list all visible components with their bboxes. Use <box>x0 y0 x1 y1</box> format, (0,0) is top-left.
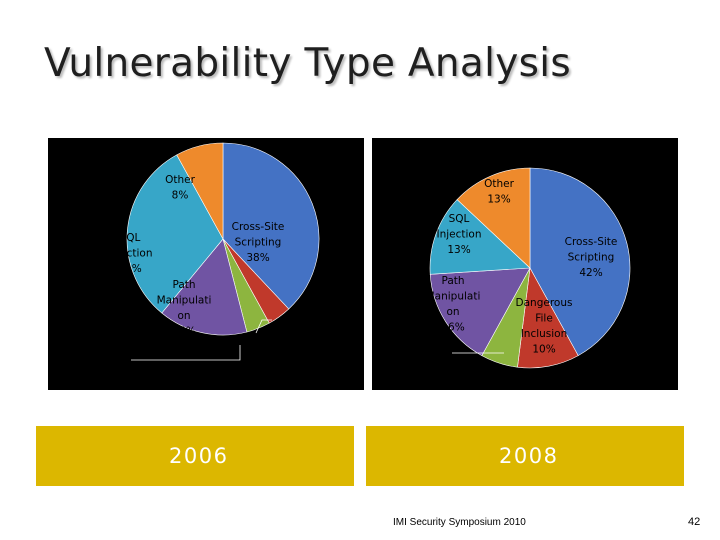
data-label-2008-cross-site-scripting: Cross-Site Scripting 42% <box>565 236 618 279</box>
leader-line-2006-dangerous-function <box>131 345 241 361</box>
pie-slice-2006-sql-injection <box>126 154 224 314</box>
pie-slice-2008-path-manipulati-on <box>429 267 531 357</box>
year-label-2008: 2008 <box>499 444 559 468</box>
pie-slice-2008-sql-injection <box>429 199 531 275</box>
pie-slice-2008-other <box>456 167 531 269</box>
data-label-2006-dangerous-function: Dangerous Function 4% <box>77 342 134 385</box>
data-label-2008-sql-injection: SQL Injection 13% <box>436 213 481 256</box>
year-box-2006: 2006 <box>36 426 354 486</box>
data-label-2006-dangerous-file-inclusion: Dangerous File Inclusion 4% <box>290 324 347 383</box>
year-box-2008: 2008 <box>366 426 684 486</box>
slide-title: Vulnerability Type Analysis <box>44 41 572 86</box>
pie-slice-2008-cross-site-scripting <box>529 167 631 357</box>
pie-chart-2008: Cross-Site Scripting 42% Dangerous File Inclu… <box>397 167 631 386</box>
page-number: 42 <box>688 516 701 528</box>
pie-slice-2006-path-manipulati-on <box>161 238 248 336</box>
footer-text: IMI Security Symposium 2010 <box>393 517 526 528</box>
data-label-2008-dangerous-file-inclusion: Dangerous File Inclusion 10% <box>516 297 573 356</box>
data-label-2008-other: Other 13% <box>484 178 514 206</box>
leader-line-2006-dangerous-file-inclusion <box>255 319 272 334</box>
data-label-2008-dangerous-function: Dangerous Function 6% <box>397 343 454 386</box>
data-label-2006-path-manipulati-on: Path Manipulati on 15% <box>157 279 212 338</box>
pie-chart-2006-panel: Cross-Site Scripting 38% Dangerous File Inclu… <box>48 138 364 390</box>
pie-chart-2006: Cross-Site Scripting 38% Dangerous File Inclu… <box>77 142 347 385</box>
year-label-2006: 2006 <box>169 444 229 468</box>
pie-slice-2006-other <box>176 142 224 240</box>
data-label-2006-sql-injection: SQL Injection 31% <box>107 232 152 275</box>
pie-chart-2008-panel: Cross-Site Scripting 42% Dangerous File Inclu… <box>372 138 678 390</box>
data-label-2006-cross-site-scripting: Cross-Site Scripting 38% <box>232 221 285 264</box>
data-label-2008-path-manipulati-on: Path Manipulati on 16% <box>426 275 481 334</box>
data-label-2006-other: Other 8% <box>165 174 195 202</box>
pie-slice-2006-cross-site-scripting <box>222 142 320 310</box>
